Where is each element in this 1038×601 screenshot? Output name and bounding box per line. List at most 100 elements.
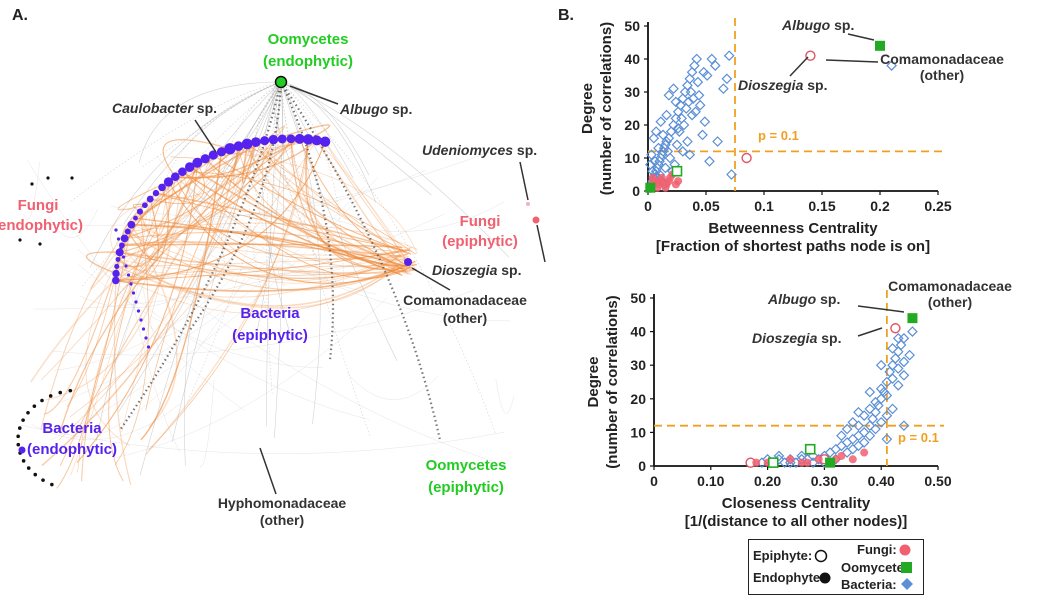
point-oomycete-endophyte bbox=[645, 182, 656, 193]
network-edge bbox=[280, 81, 338, 286]
network-edge bbox=[175, 139, 318, 179]
point-bacteria bbox=[726, 169, 737, 180]
point-bacteria bbox=[892, 363, 904, 374]
albugo-a-genus: Albugo bbox=[339, 101, 389, 117]
point-bacteria bbox=[686, 66, 698, 78]
legend-bacteria-marker bbox=[901, 578, 913, 590]
point-bacteria bbox=[881, 390, 893, 401]
point-bacteria bbox=[672, 106, 684, 118]
bacteria-epiphytic-node bbox=[303, 134, 314, 145]
network-edge bbox=[495, 379, 515, 414]
fungi-endophytic-node bbox=[46, 176, 50, 180]
point-bacteria bbox=[892, 332, 904, 344]
network-edge bbox=[116, 263, 399, 309]
point-bacteria bbox=[648, 132, 660, 144]
scatter-points bbox=[645, 40, 897, 194]
point-fungi-endophyte bbox=[656, 177, 665, 186]
c1-comamonadaceae-line1: Comamonadaceae bbox=[880, 51, 1004, 67]
x-axis-label-sub: [1/(distance to all other nodes)] bbox=[685, 513, 908, 530]
network-edge bbox=[241, 141, 257, 184]
point-bacteria bbox=[646, 149, 657, 161]
point-bacteria bbox=[704, 155, 715, 167]
point-fungi-endophyte bbox=[814, 455, 823, 464]
bacteria-epiphytic-node bbox=[127, 220, 136, 229]
point-bacteria bbox=[684, 73, 696, 85]
y-tick-label: 10 bbox=[630, 424, 646, 440]
fungi-endophytic-node bbox=[30, 182, 34, 186]
network-edge bbox=[115, 187, 170, 282]
fungi-endo-line1: Fungi bbox=[18, 197, 59, 214]
albugo-a-leader bbox=[289, 85, 339, 105]
bacteria-epiphytic-node bbox=[251, 137, 261, 147]
legend-oomycete-marker bbox=[901, 562, 912, 573]
x-axis-label-sub: [Fraction of shortest paths node is on] bbox=[656, 238, 930, 255]
network-edge bbox=[186, 81, 282, 404]
y-tick-label: 50 bbox=[624, 18, 640, 34]
point-bacteria bbox=[858, 427, 870, 438]
bacteria-endophytic-node bbox=[40, 398, 44, 403]
network-edge bbox=[115, 143, 248, 279]
point-bacteria bbox=[875, 383, 887, 395]
bacteria-epiphytic-node bbox=[311, 135, 322, 146]
point-bacteria bbox=[898, 420, 910, 432]
bacteria-endophytic-node bbox=[41, 478, 45, 482]
point-bacteria bbox=[706, 53, 718, 65]
point-bacteria bbox=[709, 60, 721, 71]
network-edge bbox=[66, 245, 123, 407]
network-edge bbox=[115, 224, 146, 274]
network-edge bbox=[210, 218, 511, 322]
point-bacteria bbox=[895, 339, 907, 351]
point-bacteria bbox=[898, 356, 910, 368]
bacteria-epiphytic-node bbox=[116, 237, 121, 241]
network-edge bbox=[113, 297, 388, 459]
bacteria-endophytic-node bbox=[26, 466, 31, 470]
network-edge bbox=[120, 242, 181, 453]
group-label-fungi-epiphytic: Fungi (epiphytic) bbox=[442, 213, 518, 250]
bacteria-epiphytic-node bbox=[233, 141, 244, 152]
point-bacteria bbox=[870, 423, 881, 435]
point-bacteria bbox=[881, 433, 893, 445]
network-edge bbox=[306, 139, 409, 258]
network-edge bbox=[280, 81, 370, 176]
x-tick-label: 0.50 bbox=[924, 473, 951, 489]
correlation-network bbox=[16, 75, 540, 489]
point-bacteria bbox=[697, 129, 708, 141]
oomycetes-endo-line1: Oomycetes bbox=[268, 31, 349, 48]
chart-betweenness: 0 0.05 0.1 0.15 0.2 0.25 0 10 20 30 40 50 Betweennes… bbox=[579, 18, 952, 255]
bacteria-epiphytic-node bbox=[241, 138, 253, 150]
caulobacter-leader bbox=[194, 119, 217, 153]
udeniomyces-sp: sp. bbox=[513, 142, 537, 158]
callout-udeniomyces: Udeniomyces sp. bbox=[422, 142, 537, 201]
network-edge bbox=[135, 217, 406, 284]
bacteria-epiphytic-node bbox=[129, 282, 133, 286]
fungi-epi-line2: (epiphytic) bbox=[442, 233, 518, 250]
network-edge bbox=[299, 138, 417, 271]
oomycetes-epi-line2: (epiphytic) bbox=[428, 479, 504, 496]
point-bacteria bbox=[847, 416, 859, 428]
network-edge bbox=[181, 171, 417, 267]
fungi-endo-line2: (endophytic) bbox=[0, 217, 83, 234]
network-edge bbox=[248, 81, 282, 318]
point-bacteria bbox=[836, 440, 847, 452]
network-edge bbox=[127, 231, 410, 291]
network-edge bbox=[115, 141, 326, 282]
c1-dioszegia-leader bbox=[789, 56, 809, 77]
network-edge bbox=[121, 241, 402, 258]
svg-text:Dioszegia sp.: Dioszegia sp. bbox=[738, 77, 827, 93]
point-fungi-endophyte bbox=[648, 173, 657, 182]
point-bacteria bbox=[853, 406, 864, 418]
c1-threshold-label: p = 0.1 bbox=[758, 128, 799, 143]
network-edge bbox=[145, 139, 309, 455]
bacteria-epiphytic-node bbox=[115, 248, 124, 257]
network-edge bbox=[116, 254, 408, 277]
oomycetes-epi-line1: Oomycetes bbox=[426, 457, 507, 474]
svg-text:Albugo sp.: Albugo sp. bbox=[767, 291, 840, 307]
bacteria-epi-line1: Bacteria bbox=[240, 305, 300, 322]
bacteria-epiphytic-node bbox=[126, 273, 131, 277]
network-edge bbox=[233, 141, 257, 186]
point-fungi-epiphyte bbox=[890, 323, 901, 334]
point-fungi-endophyte bbox=[803, 458, 812, 467]
y-axis-label: Degree bbox=[585, 357, 602, 408]
network-edge bbox=[119, 251, 401, 279]
dioszegia-a-leader bbox=[536, 224, 546, 263]
